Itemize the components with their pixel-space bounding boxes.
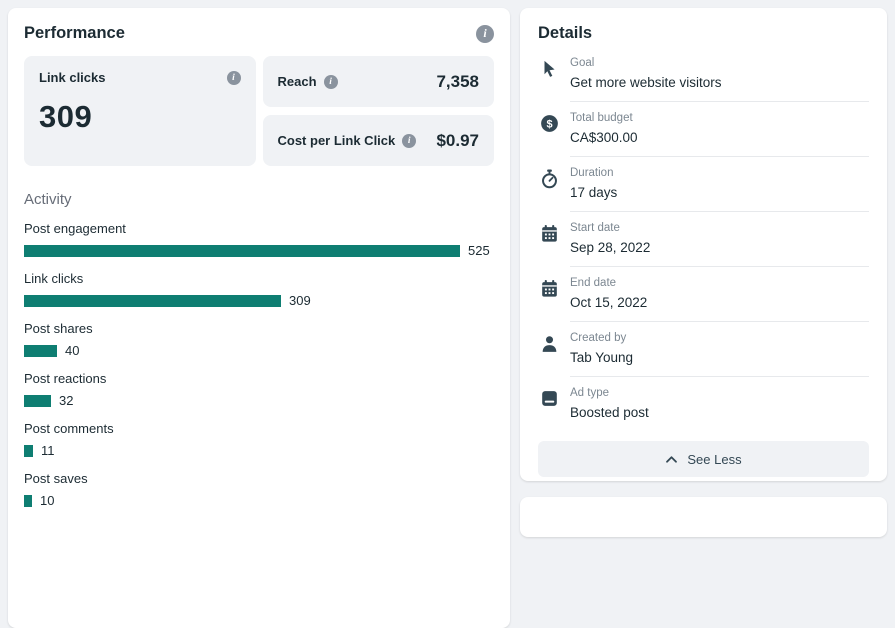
detail-label: End date: [570, 277, 617, 289]
bar-row: Post shares 40: [24, 321, 494, 358]
bar-row: Post saves 10: [24, 471, 494, 508]
see-less-label: See Less: [687, 451, 742, 467]
bar: [24, 394, 51, 407]
bar-row: Post engagement 525: [24, 221, 494, 258]
bar: [24, 444, 33, 457]
bar-label: Post reactions: [24, 371, 107, 386]
link-clicks-metric: Link clicks i 309: [24, 56, 256, 166]
detail-label: Ad type: [570, 387, 609, 399]
dollar-icon: $: [538, 114, 560, 133]
info-icon[interactable]: i: [402, 133, 417, 148]
bar-value: 11: [41, 443, 55, 458]
performance-card: Performance i Link clicks i 309 Reach i …: [8, 8, 510, 628]
cursor-icon: [538, 59, 560, 79]
detail-label: Total budget: [570, 112, 633, 124]
bar-label: Post shares: [24, 321, 93, 336]
bar: [24, 244, 460, 257]
bar: [24, 494, 32, 507]
cost-per-link-click-label: Cost per Link Click: [277, 133, 396, 148]
detail-item-duration: Duration 17 days: [538, 157, 869, 212]
cost-per-link-click-metric: Cost per Link Click i $0.97: [262, 115, 494, 166]
detail-label: Duration: [570, 167, 614, 179]
bar-value: 309: [289, 293, 311, 308]
detail-label: Created by: [570, 332, 627, 344]
bar-row: Post reactions 32: [24, 371, 494, 408]
detail-item-ad-type: Ad type Boosted post: [538, 377, 869, 431]
bar-label: Post engagement: [24, 221, 126, 236]
detail-value: CA$300.00: [570, 130, 638, 145]
see-less-button[interactable]: See Less: [538, 441, 869, 477]
reach-value: 7,358: [436, 71, 479, 91]
detail-label: Goal: [570, 57, 595, 69]
details-card: Details Goal Get more website visitors $…: [520, 8, 887, 481]
link-clicks-value: 309: [39, 99, 93, 134]
activity-bar-chart: Post engagement 525 Link clicks 309 Post…: [24, 221, 494, 508]
reach-metric: Reach i 7,358: [262, 56, 494, 107]
info-icon[interactable]: i: [476, 24, 494, 43]
reach-label: Reach: [277, 74, 317, 89]
detail-value: 17 days: [570, 185, 618, 200]
cost-per-link-click-value: $0.97: [436, 130, 479, 150]
bar-label: Link clicks: [24, 271, 84, 286]
stopwatch-icon: [538, 169, 560, 189]
chevron-up-icon: [665, 455, 678, 464]
detail-item-goal: Goal Get more website visitors: [538, 47, 869, 102]
detail-item-end-date: End date Oct 15, 2022: [538, 267, 869, 322]
bar-value: 10: [40, 493, 55, 508]
info-icon[interactable]: i: [226, 70, 241, 85]
detail-value: Tab Young: [570, 350, 634, 365]
svg-text:$: $: [546, 118, 552, 130]
bar: [24, 344, 57, 357]
bar-value: 40: [65, 343, 80, 358]
performance-title: Performance: [24, 24, 125, 42]
performance-header: Performance i: [24, 24, 494, 43]
bar-label: Post saves: [24, 471, 88, 486]
calendar-icon: [538, 224, 560, 244]
detail-item-created-by: Created by Tab Young: [538, 322, 869, 377]
bar-value: 32: [59, 393, 74, 408]
detail-value: Boosted post: [570, 405, 649, 420]
details-title: Details: [538, 24, 593, 42]
bar-value: 525: [468, 243, 490, 258]
detail-item-start-date: Start date Sep 28, 2022: [538, 212, 869, 267]
detail-value: Sep 28, 2022: [570, 240, 651, 255]
post-icon: [538, 389, 560, 408]
next-card-partial: [520, 497, 887, 537]
detail-value: Get more website visitors: [570, 75, 722, 90]
calendar-icon: [538, 279, 560, 299]
bar-label: Post comments: [24, 421, 114, 436]
bar-row: Link clicks 309: [24, 271, 494, 308]
detail-item-total-budget: $ Total budget CA$300.00: [538, 102, 869, 157]
person-icon: [538, 334, 560, 354]
bar: [24, 294, 281, 307]
bar-row: Post comments 11: [24, 421, 494, 458]
metrics-grid: Link clicks i 309 Reach i 7,358 Cost per…: [24, 56, 494, 166]
detail-value: Oct 15, 2022: [570, 295, 648, 310]
link-clicks-label: Link clicks: [39, 70, 106, 85]
activity-section-title: Activity: [24, 191, 72, 208]
info-icon[interactable]: i: [323, 74, 338, 89]
detail-label: Start date: [570, 222, 620, 234]
